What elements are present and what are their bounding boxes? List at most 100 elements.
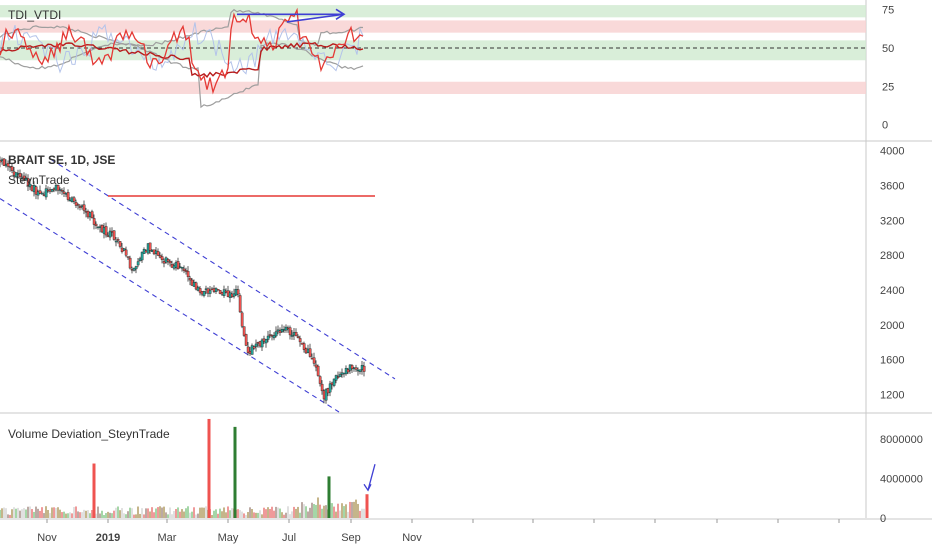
volume-bar (109, 512, 111, 518)
candle-body (264, 338, 268, 344)
volume-bar (357, 503, 359, 518)
volume-bar (115, 507, 117, 518)
tdi-volatility-line (0, 22, 364, 75)
volume-spike (207, 418, 211, 518)
volume-bar (343, 506, 345, 518)
volume-spike (327, 476, 331, 518)
volume-bar (75, 506, 77, 518)
volume-bar (355, 499, 357, 518)
volume-bar (273, 510, 275, 518)
volume-bar (345, 504, 347, 518)
volume-bar (203, 507, 205, 518)
tdi-y-tick: 75 (882, 5, 894, 17)
candle-body (60, 190, 64, 192)
candle-body (134, 266, 138, 270)
volume-bar (111, 513, 113, 518)
candle-body (118, 241, 122, 247)
tdi-arrow-lower (286, 13, 345, 23)
volume-bar (305, 506, 307, 518)
candle-body (242, 326, 246, 336)
volume-bar (253, 512, 255, 518)
volume-bar (87, 510, 89, 518)
volume-bar (283, 514, 285, 518)
volume-bar (157, 507, 159, 518)
volume-bar (251, 509, 253, 518)
volume-bar (27, 506, 29, 518)
volume-bar (69, 512, 71, 518)
volume-bar (275, 506, 277, 518)
volume-arrow (367, 464, 376, 491)
volume-bar (1, 508, 3, 518)
volume-bar (353, 501, 355, 518)
volume-bar (101, 510, 103, 518)
candle-body (78, 206, 82, 208)
volume-bar (183, 511, 185, 518)
candle-body (260, 339, 264, 348)
tdi-title: TDI_VTDI (8, 8, 61, 22)
candle-body (316, 365, 320, 376)
volume-bar (41, 507, 43, 518)
candle-body (104, 226, 108, 236)
price-y-tick: 3600 (880, 181, 904, 193)
volume-bar (139, 513, 141, 518)
volume-bar (127, 511, 129, 518)
volume-bar (303, 504, 305, 518)
volume-bar (281, 512, 283, 518)
volume-bar (217, 513, 219, 518)
candle-body (272, 335, 276, 339)
candle-body (82, 204, 86, 211)
volume-bar (97, 506, 99, 518)
candle-body (140, 251, 144, 261)
candle-body (186, 270, 190, 278)
candle-body (320, 383, 324, 392)
candle-body (90, 211, 94, 218)
volume-bar (289, 514, 291, 518)
volume-bar (293, 506, 295, 518)
candle-body (338, 374, 342, 378)
volume-bars (0, 418, 376, 518)
volume-bar (215, 509, 217, 518)
candle-body (336, 376, 340, 378)
volume-bar (225, 512, 227, 518)
volume-bar (33, 511, 35, 518)
volume-bar (117, 506, 119, 518)
volume-y-tick: 0 (880, 513, 886, 525)
candle-body (114, 240, 118, 243)
candle-body (334, 375, 338, 381)
volume-bar (3, 507, 5, 518)
price-y-ticks: 4000 3600 3200 2800 2400 2000 1600 1200 (880, 146, 904, 402)
candle-body (332, 378, 336, 386)
volume-bar (193, 507, 195, 518)
candle-body (240, 312, 244, 327)
volume-bar (135, 514, 137, 518)
candle-body (92, 218, 96, 225)
volume-bar (35, 506, 37, 518)
volume-bar (189, 512, 191, 518)
candle-body (298, 338, 302, 343)
x-tick-label: May (218, 532, 239, 544)
volume-panel: Volume Deviation_SteynTrade 8000000 40000… (0, 418, 923, 525)
volume-bar (337, 503, 339, 518)
candle-body (166, 259, 170, 262)
volume-bar (177, 507, 179, 518)
candle-body (238, 295, 242, 313)
volume-bar (175, 509, 177, 518)
tdi-upper-band-line (0, 8, 364, 47)
candle-body (66, 192, 70, 200)
candle-body (136, 261, 140, 266)
volume-bar (287, 506, 289, 518)
tdi-band (0, 81, 866, 94)
volume-bar (67, 513, 69, 518)
candle-body (346, 369, 350, 373)
candle-body (22, 175, 26, 180)
volume-bar (167, 514, 169, 518)
volume-bar (89, 513, 91, 518)
candle-body (236, 289, 240, 295)
volume-bar (187, 506, 189, 518)
volume-bar (121, 508, 123, 518)
x-axis: Nov 2019 Mar May Jul Sep Nov (37, 519, 840, 544)
volume-bar (113, 510, 115, 518)
volume-bar (7, 514, 9, 518)
volume-bar (141, 508, 143, 518)
volume-bar (61, 512, 63, 518)
